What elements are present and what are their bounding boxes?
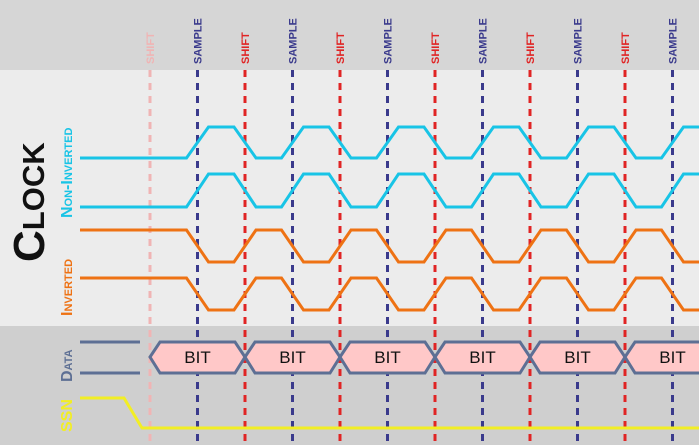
shift-label: SHIFT — [620, 32, 632, 64]
bit-label: BIT — [279, 348, 305, 367]
data-bus: BIT BIT BIT BIT BIT BIT — [80, 340, 699, 375]
non-inverted-clock-line-2 — [80, 172, 699, 209]
bit-cell — [623, 340, 699, 375]
inverted-clock-line-1 — [80, 228, 699, 264]
bit-label: BIT — [659, 348, 685, 367]
shift-label: SHIFT — [240, 32, 252, 64]
clock-title: Clock — [5, 142, 54, 262]
shift-label: SHIFT — [430, 32, 442, 64]
sample-label: SAMPLE — [668, 18, 680, 64]
column-labels: SHIFT SAMPLE SHIFT SAMPLE SHIFT SAMPLE SHIFT SA… — [145, 18, 680, 64]
shift-label: SHIFT — [525, 32, 537, 64]
sample-label: SAMPLE — [573, 18, 585, 64]
non-inverted-label: Non-Inverted — [59, 128, 76, 218]
bit-label: BIT — [184, 348, 210, 367]
column-lines — [148, 70, 674, 445]
inverted-clock-line-2 — [80, 276, 699, 312]
sample-label: SAMPLE — [383, 18, 395, 64]
header-band — [0, 0, 699, 70]
sample-label: SAMPLE — [478, 18, 490, 64]
clock-band — [0, 70, 699, 326]
shift-label: SHIFT — [335, 32, 347, 64]
bit-label: BIT — [564, 348, 590, 367]
sample-label: SAMPLE — [193, 18, 205, 64]
ssn-label: SSN — [59, 399, 76, 432]
inverted-label: Inverted — [59, 259, 76, 316]
clock-waveforms — [80, 125, 699, 312]
bit-label: BIT — [374, 348, 400, 367]
sample-label: SAMPLE — [288, 18, 300, 64]
ssn-signal — [80, 396, 699, 430]
ssn-line — [80, 396, 699, 430]
shift-label: SHIFT — [145, 32, 157, 64]
data-label: Data — [59, 349, 76, 382]
bit-label: BIT — [469, 348, 495, 367]
non-inverted-clock-line-1 — [80, 125, 699, 160]
